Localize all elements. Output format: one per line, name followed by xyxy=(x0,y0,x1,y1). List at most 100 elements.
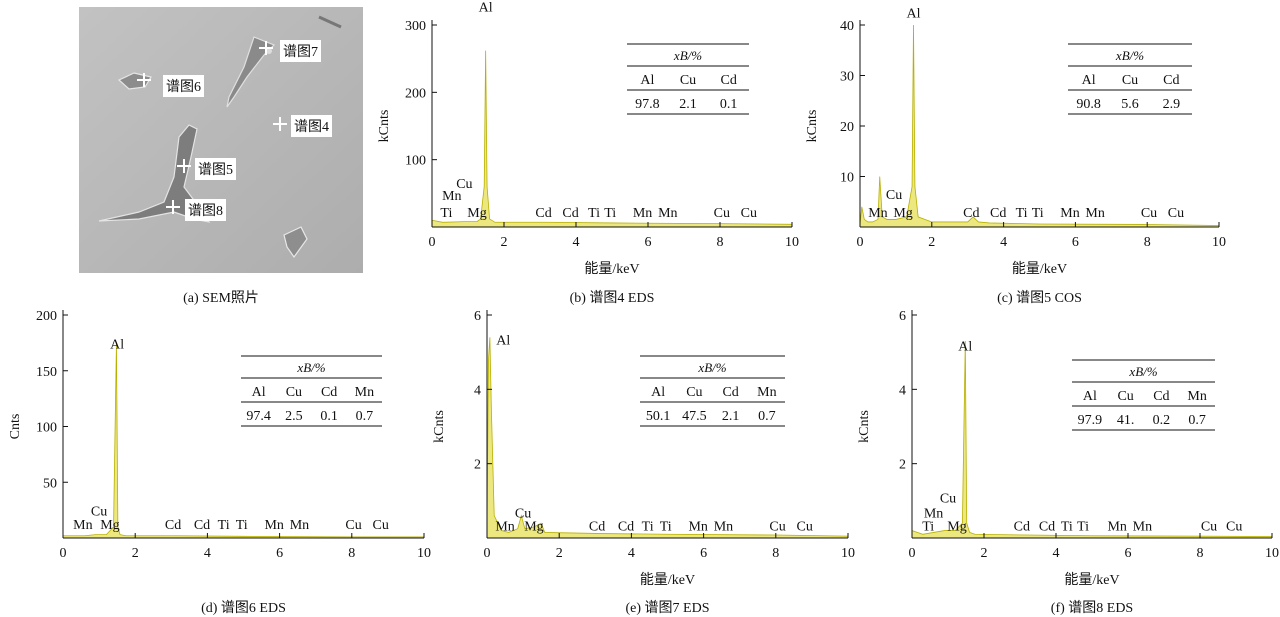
element-label-mg: Mg xyxy=(100,518,119,533)
table-header: xB/% xyxy=(1115,48,1144,63)
sem-panel: 谱图7 谱图6 谱图4 谱图5 谱图8 (a) SEM照片 xyxy=(0,0,420,310)
table-value: 0.1 xyxy=(720,97,738,112)
table-column-cu: Cu xyxy=(680,73,696,88)
table-value: 0.1 xyxy=(320,409,338,424)
element-label-ti: Ti xyxy=(922,520,934,535)
y-tick-label: 50 xyxy=(43,476,57,491)
table-value: 0.7 xyxy=(356,409,374,424)
x-tick-label: 6 xyxy=(1125,546,1132,561)
table-value: 2.1 xyxy=(722,409,740,424)
element-label-cd: Cd xyxy=(194,518,210,533)
element-label-cu: Cu xyxy=(91,505,107,520)
x-tick-label: 0 xyxy=(909,546,916,561)
element-label-mn: Mn xyxy=(633,206,652,221)
spectrum-series xyxy=(63,342,424,538)
x-tick-label: 10 xyxy=(1265,546,1279,561)
y-axis-label: kCnts xyxy=(432,410,447,443)
element-label-ti: Ti xyxy=(1061,520,1073,535)
x-tick-label: 4 xyxy=(204,546,211,561)
element-label-cd: Cd xyxy=(1014,520,1030,535)
table-column-al: Al xyxy=(651,385,665,400)
marker-cross-7 xyxy=(259,41,273,55)
element-label-al: Al xyxy=(958,339,972,354)
x-tick-label: 8 xyxy=(348,546,355,561)
x-tick-label: 6 xyxy=(645,235,652,250)
table-value: 0.7 xyxy=(758,409,776,424)
x-tick-label: 4 xyxy=(1053,546,1060,561)
marker-label-7: 谱图7 xyxy=(280,40,321,62)
table-column-al: Al xyxy=(1082,73,1096,88)
element-label-cu: Cu xyxy=(456,177,472,192)
table-column-cd: Cd xyxy=(720,73,736,88)
x-tick-label: 10 xyxy=(841,546,855,561)
x-tick-label: 2 xyxy=(928,235,935,250)
x-tick-label: 6 xyxy=(1072,235,1079,250)
chart-caption: (f) 谱图8 EDS xyxy=(1051,600,1133,616)
element-label-mn: Mn xyxy=(714,520,733,535)
element-label-cd: Cd xyxy=(963,206,979,221)
element-label-cu: Cu xyxy=(1141,206,1157,221)
x-tick-label: 4 xyxy=(573,235,580,250)
y-axis-label: kCnts xyxy=(377,110,392,143)
x-tick-label: 8 xyxy=(1197,546,1204,561)
y-tick-label: 2 xyxy=(899,458,906,473)
y-tick-label: 10 xyxy=(840,171,854,186)
x-tick-label: 6 xyxy=(276,546,283,561)
y-tick-label: 100 xyxy=(36,421,57,436)
element-label-cu: Cu xyxy=(769,520,785,535)
table-header: xB/% xyxy=(296,360,325,375)
x-tick-label: 0 xyxy=(857,235,864,250)
table-column-cd: Cd xyxy=(321,385,337,400)
element-label-cu: Cu xyxy=(345,518,361,533)
x-tick-label: 8 xyxy=(717,235,724,250)
chart-caption: (d) 谱图6 EDS xyxy=(201,600,286,616)
element-label-mn: Mn xyxy=(658,206,677,221)
element-label-cu: Cu xyxy=(515,507,531,522)
element-label-cu: Cu xyxy=(1168,206,1184,221)
element-label-mn: Mn xyxy=(1060,206,1079,221)
spectrum-series xyxy=(860,24,1219,227)
y-tick-label: 20 xyxy=(840,120,854,135)
table-column-cu: Cu xyxy=(286,385,302,400)
element-label-cu: Cu xyxy=(714,206,730,221)
y-tick-label: 2 xyxy=(474,458,481,473)
element-label-cd: Cd xyxy=(990,206,1006,221)
x-tick-label: 2 xyxy=(501,235,508,250)
y-tick-label: 200 xyxy=(36,309,57,324)
table-column-cu: Cu xyxy=(686,385,702,400)
y-tick-label: 150 xyxy=(36,365,57,380)
x-tick-label: 4 xyxy=(1000,235,1007,250)
x-axis-label: 能量/keV xyxy=(1012,261,1067,277)
table-column-al: Al xyxy=(252,385,266,400)
element-label-cd: Cd xyxy=(618,520,634,535)
element-label-mn: Mn xyxy=(1107,520,1126,535)
element-label-mg: Mg xyxy=(524,520,543,535)
marker-label-6: 谱图6 xyxy=(163,75,204,97)
x-tick-label: 8 xyxy=(1144,235,1151,250)
x-tick-label: 6 xyxy=(700,546,707,561)
table-value: 0.2 xyxy=(1153,413,1171,428)
table-column-al: Al xyxy=(640,73,654,88)
table-header: xB/% xyxy=(673,48,702,63)
x-tick-label: 8 xyxy=(772,546,779,561)
table-column-mn: Mn xyxy=(1187,389,1206,404)
chart-caption: (c) 谱图5 COS xyxy=(997,290,1082,306)
x-tick-label: 10 xyxy=(417,546,431,561)
table-value: 47.5 xyxy=(682,409,707,424)
element-label-cu: Cu xyxy=(1201,520,1217,535)
marker-cross-4 xyxy=(273,117,287,131)
marker-cross-8 xyxy=(166,200,180,214)
table-column-mn: Mn xyxy=(355,385,374,400)
x-tick-label: 2 xyxy=(981,546,988,561)
element-label-mn: Mn xyxy=(1085,206,1104,221)
x-tick-label: 0 xyxy=(429,235,436,250)
table-value: 97.9 xyxy=(1078,413,1103,428)
element-label-mn: Mn xyxy=(868,206,887,221)
element-label-cu: Cu xyxy=(886,188,902,203)
marker-label-8: 谱图8 xyxy=(185,199,226,221)
element-label-mn: Mn xyxy=(495,520,514,535)
element-label-cu: Cu xyxy=(940,492,956,507)
y-axis-label: kCnts xyxy=(805,110,820,143)
